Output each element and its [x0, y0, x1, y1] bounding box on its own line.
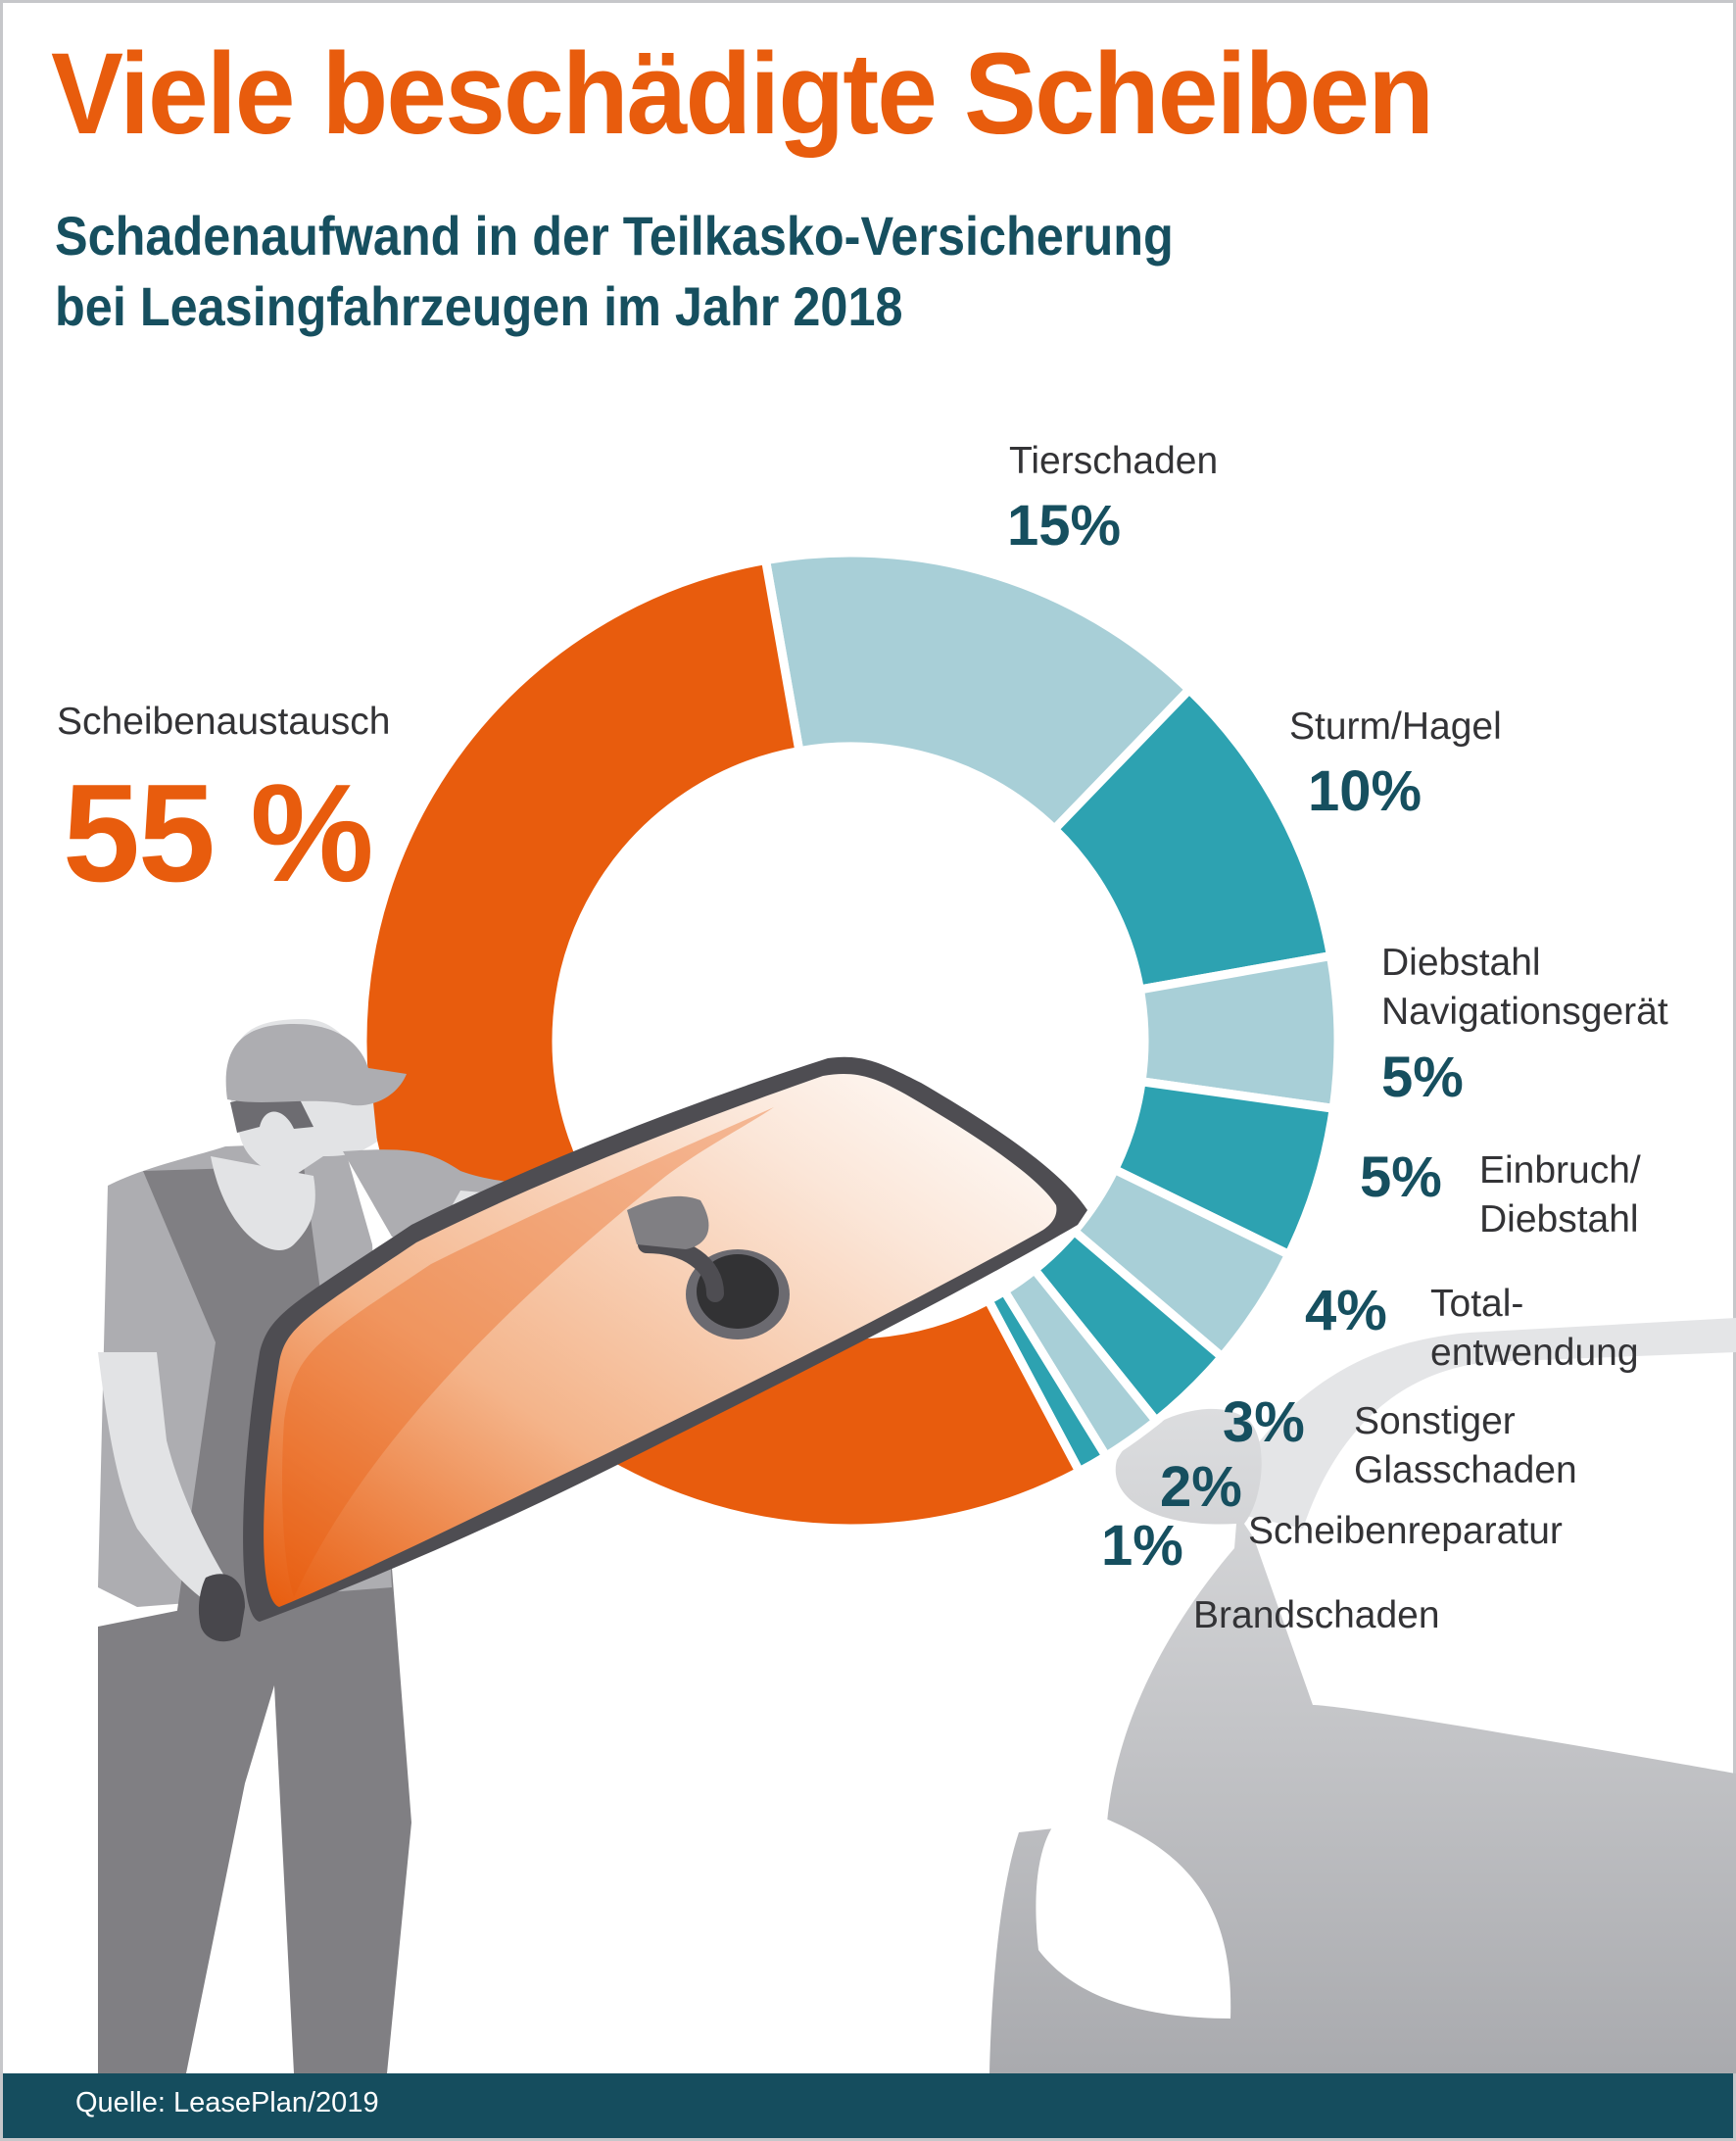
- slice-label-line: Navigationsgerät: [1381, 991, 1668, 1033]
- windshield-highlight: [282, 1107, 774, 1597]
- worker-glove: [627, 1195, 709, 1249]
- slice-label-line: Glasschaden: [1354, 1449, 1577, 1491]
- windshield-illustration: [198, 1056, 1087, 1642]
- page-subtitle: Schadenaufwand in der Teilkasko-Versiche…: [55, 201, 1174, 342]
- slice-label-sturm-hagel: Sturm/Hagel: [1289, 706, 1502, 748]
- slice-label-line: Einbruch/: [1479, 1149, 1641, 1192]
- slice-label-totalentwendung: Total- entwendung: [1430, 1280, 1639, 1378]
- slice-value-scheibenreparatur: 2%: [1160, 1455, 1242, 1519]
- slice-label-einbruch: Einbruch/ Diebstahl: [1479, 1146, 1641, 1244]
- slice-value-brandschaden: 1%: [1101, 1514, 1183, 1578]
- slice-value-einbruch: 5%: [1360, 1145, 1442, 1209]
- slice-value-totalentwendung: 4%: [1305, 1279, 1387, 1342]
- slice-label-scheibenreparatur: Scheibenreparatur: [1248, 1510, 1563, 1552]
- slice-value-diebstahl-navi: 5%: [1381, 1046, 1464, 1109]
- subtitle-line-1: Schadenaufwand in der Teilkasko-Versiche…: [55, 205, 1174, 267]
- worker-legs: [98, 1568, 411, 2073]
- slice-label-tierschaden: Tierschaden: [1009, 440, 1219, 482]
- worker-glove-left: [198, 1574, 245, 1642]
- car-roof-line: [1215, 1318, 1736, 1529]
- slice-label-line: Diebstahl: [1479, 1198, 1639, 1241]
- slice-label-sonstiger-glasschaden: Sonstiger Glasschaden: [1354, 1397, 1577, 1495]
- donut-slice-tierschaden: [760, 548, 1196, 836]
- source-text: Quelle: LeasePlan/2019: [75, 2087, 379, 2118]
- page-title: Viele beschädigte Scheiben: [51, 29, 1434, 159]
- slice-value-scheibenaustausch: 55 %: [63, 755, 374, 911]
- slice-label-line: Sonstiger: [1354, 1400, 1516, 1442]
- worker-cap: [225, 1024, 407, 1106]
- windshield-glass: [264, 1074, 1057, 1607]
- subtitle-line-2: bei Leasingfahrzeugen im Jahr 2018: [55, 275, 903, 337]
- worker-neck: [211, 1156, 315, 1250]
- worker-arm-left: [98, 1352, 225, 1607]
- worker-overall-strap: [143, 1166, 323, 1617]
- slice-label-line: Diebstahl: [1381, 942, 1541, 984]
- slice-value-sonstiger-glasschaden: 3%: [1223, 1390, 1305, 1454]
- source-footer: Quelle: LeasePlan/2019: [3, 2073, 1733, 2138]
- slice-label-scheibenaustausch: Scheibenaustausch: [57, 701, 391, 743]
- slice-label-brandschaden: Brandschaden: [1193, 1594, 1440, 1636]
- car-silhouette-illustration: [989, 1318, 1736, 2073]
- slice-value-sturm-hagel: 10%: [1308, 759, 1423, 823]
- slice-value-tierschaden: 15%: [1007, 494, 1122, 558]
- car-headlight: [1036, 1808, 1231, 2019]
- slice-label-diebstahl-navi: Diebstahl Navigationsgerät: [1381, 939, 1668, 1037]
- slice-label-line: Total-: [1430, 1283, 1524, 1325]
- slice-label-line: entwendung: [1430, 1332, 1639, 1374]
